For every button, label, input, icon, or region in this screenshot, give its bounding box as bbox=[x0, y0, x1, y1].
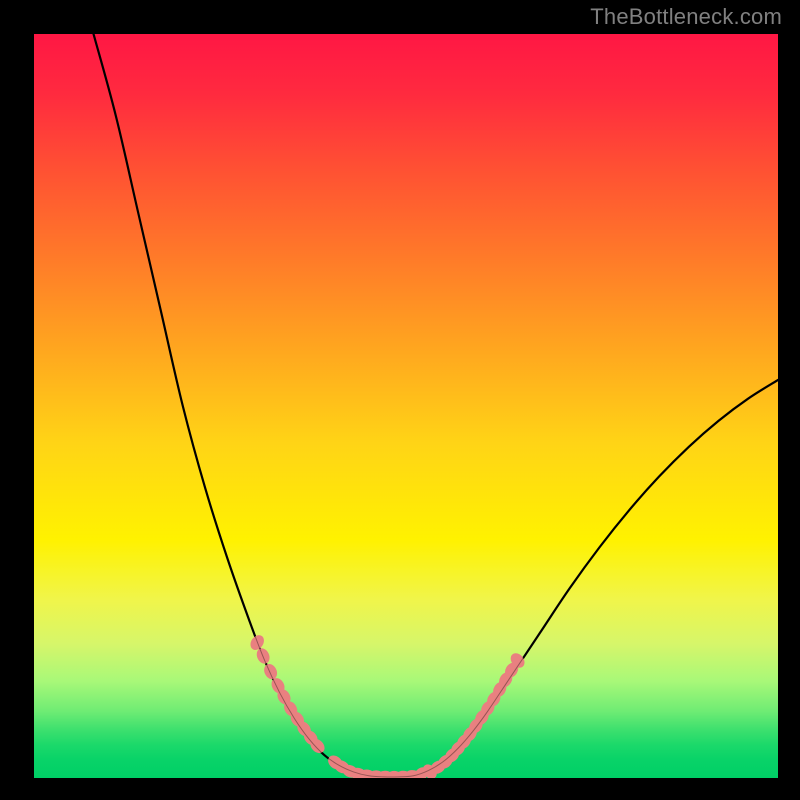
watermark-text: TheBottleneck.com bbox=[590, 4, 782, 30]
plot-svg bbox=[34, 34, 778, 778]
chart-root: TheBottleneck.com bbox=[0, 0, 800, 800]
